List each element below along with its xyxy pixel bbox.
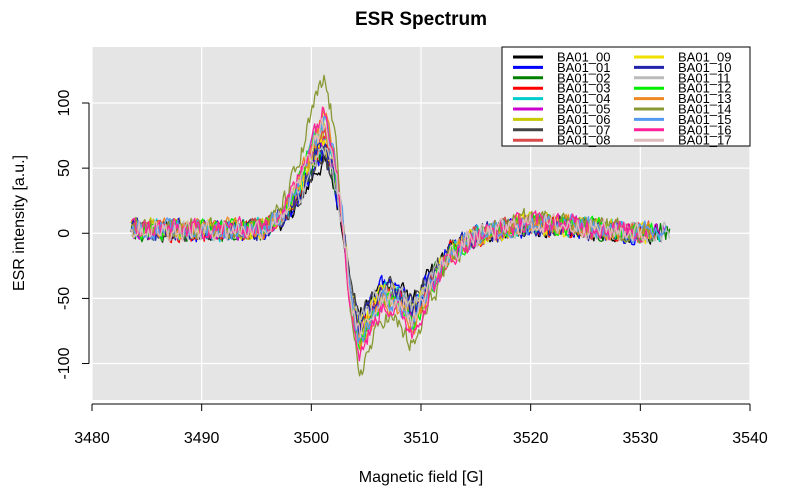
legend-label: BA01_06	[557, 112, 611, 127]
legend-label: BA01_01	[557, 60, 611, 75]
x-tick-label: 3520	[513, 430, 549, 447]
legend-label: BA01_00	[557, 50, 611, 65]
legend-label: BA01_10	[678, 60, 732, 75]
x-tick-label: 3500	[294, 430, 330, 447]
legend-label: BA01_15	[678, 112, 732, 127]
legend-label: BA01_02	[557, 70, 611, 85]
legend-label: BA01_11	[678, 70, 731, 85]
y-tick-label: -100	[56, 347, 73, 379]
legend-label: BA01_05	[557, 102, 611, 117]
x-axis-title: Magnetic field [G]	[359, 469, 484, 486]
x-tick-label: 3490	[184, 430, 220, 447]
y-tick-label: 50	[56, 159, 73, 177]
x-tick-label: 3510	[403, 430, 439, 447]
legend: BA01_00BA01_01BA01_02BA01_03BA01_04BA01_…	[501, 46, 751, 148]
x-axis: 3480 3490 3500 3510 3520 3530 3540	[74, 403, 768, 447]
legend-label: BA01_12	[678, 81, 732, 96]
series-line-ba01-17	[130, 117, 647, 339]
legend-label: BA01_03	[557, 81, 611, 96]
y-tick-label: 0	[56, 229, 73, 238]
legend-label: BA01_04	[557, 91, 611, 106]
y-axis-title: ESR intensity [a.u.]	[11, 155, 28, 291]
legend-label: BA01_13	[678, 91, 732, 106]
legend-label: BA01_09	[678, 50, 732, 65]
x-tick-label: 3530	[623, 430, 659, 447]
legend-label: BA01_14	[678, 102, 732, 117]
legend-label: BA01_08	[557, 133, 611, 148]
legend-label: BA01_07	[557, 122, 611, 137]
legend-label: BA01_17	[678, 133, 732, 148]
series-layer	[130, 74, 671, 377]
chart-title: ESR Spectrum	[355, 9, 487, 30]
x-tick-label: 3540	[732, 430, 768, 447]
series-line-ba01-16	[131, 106, 649, 362]
y-tick-label: 100	[56, 90, 73, 117]
legend-label: BA01_16	[678, 122, 732, 137]
y-axis: -100 -50 0 50 100	[56, 90, 90, 380]
legend-box	[501, 46, 751, 147]
y-tick-label: -50	[56, 287, 73, 310]
x-tick-label: 3480	[74, 430, 110, 447]
